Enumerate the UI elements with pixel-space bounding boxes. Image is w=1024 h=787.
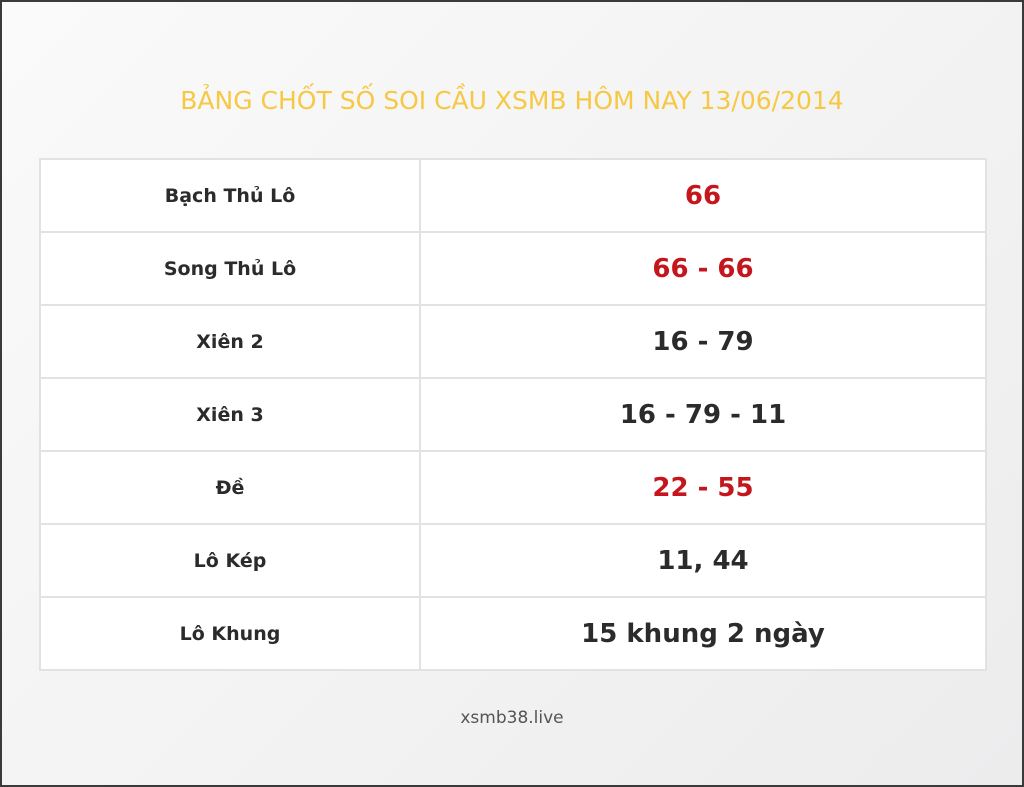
- row-label: Bạch Thủ Lô: [39, 158, 421, 233]
- row-label: Đề: [39, 450, 421, 525]
- site-footer: xsmb38.live: [460, 708, 564, 728]
- table-row: Song Thủ Lô 66 - 66: [39, 231, 987, 306]
- table-row: Bạch Thủ Lô 66: [39, 158, 987, 233]
- table-row: Đề 22 - 55: [39, 450, 987, 525]
- row-value: 11, 44: [419, 523, 987, 598]
- row-label: Xiên 3: [39, 377, 421, 452]
- row-label: Song Thủ Lô: [39, 231, 421, 306]
- prediction-table: Bạch Thủ Lô 66 Song Thủ Lô 66 - 66 Xiên 2 16 …: [39, 158, 987, 671]
- row-value: 15 khung 2 ngày: [419, 596, 987, 671]
- row-value: 16 - 79: [419, 304, 987, 379]
- row-label: Xiên 2: [39, 304, 421, 379]
- table-row: Xiên 3 16 - 79 - 11: [39, 377, 987, 452]
- row-value: 22 - 55: [419, 450, 987, 525]
- row-label: Lô Kép: [39, 523, 421, 598]
- table-row: Lô Kép 11, 44: [39, 523, 987, 598]
- row-label: Lô Khung: [39, 596, 421, 671]
- row-value: 16 - 79 - 11: [419, 377, 987, 452]
- row-value: 66: [419, 158, 987, 233]
- page-title: BẢNG CHỐT SỐ SOI CẦU XSMB HÔM NAY 13/06/…: [180, 86, 844, 115]
- row-value: 66 - 66: [419, 231, 987, 306]
- table-row: Lô Khung 15 khung 2 ngày: [39, 596, 987, 671]
- table-row: Xiên 2 16 - 79: [39, 304, 987, 379]
